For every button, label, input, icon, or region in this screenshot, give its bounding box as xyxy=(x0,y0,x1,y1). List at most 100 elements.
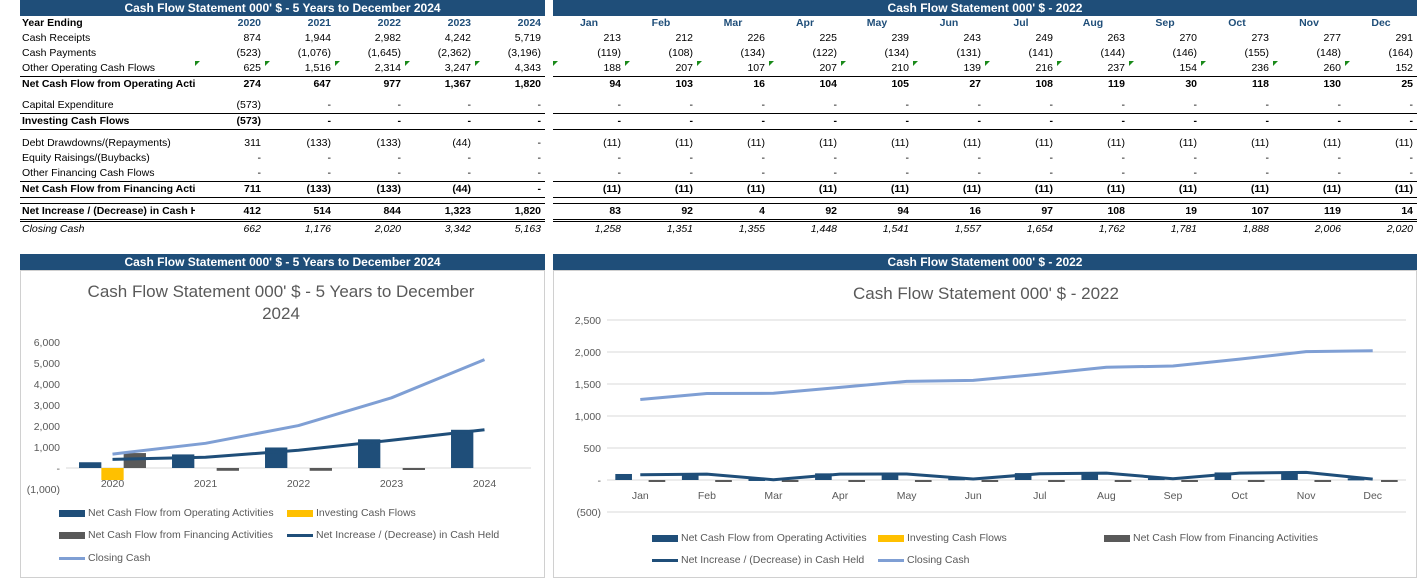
table-cell: 311 xyxy=(244,136,261,149)
monthly-cash-flow-table: Jan Feb Mar Apr May Jun Jul Aug Sep Oct Nov Dec 213 2… xyxy=(553,16,1417,237)
cell-note-marker xyxy=(553,61,558,66)
bar xyxy=(1181,480,1198,482)
bar xyxy=(748,478,766,481)
table-cell: (44) xyxy=(405,181,475,198)
table-cell: 412 xyxy=(195,202,265,222)
legend-label: Net Cash Flow from Financing Activities xyxy=(1133,532,1318,544)
table-cell: - xyxy=(1193,151,1198,164)
table-row: Other Financing Cash Flows - - - - - xyxy=(20,165,545,182)
bar xyxy=(948,478,965,481)
table-cell: 236 xyxy=(1201,61,1273,77)
table-row: 94 103 16 104 105 27 108 119 30 118 130 25 xyxy=(553,76,1417,92)
row-label: Net Increase / (Decrease) in Cash Held xyxy=(20,202,195,222)
table-cell: 4 xyxy=(697,202,769,222)
bar xyxy=(648,480,666,482)
legend-item-net-increase: Net Increase / (Decrease) in Cash Held xyxy=(652,554,864,566)
series-line xyxy=(640,349,1373,401)
legend-label: Investing Cash Flows xyxy=(316,507,416,519)
table-cell: - xyxy=(467,151,472,164)
table-cell: - xyxy=(977,151,982,164)
column-header-year: 2024 xyxy=(517,17,541,29)
x-tick-label: Apr xyxy=(832,490,849,502)
table-cell: 874 xyxy=(243,32,261,44)
cell-note-marker xyxy=(1273,61,1278,66)
table-cell: - xyxy=(1345,98,1417,114)
table-cell: - xyxy=(697,165,769,182)
bar xyxy=(1147,478,1165,481)
table-cell: 2,006 xyxy=(1314,222,1341,235)
table-cell: - xyxy=(689,151,694,164)
table-cell: 1,557 xyxy=(954,222,981,235)
monthly-table-header: Cash Flow Statement 000' $ - 2022 xyxy=(553,0,1417,16)
table-cell: (11) xyxy=(675,136,693,149)
table-cell: 243 xyxy=(963,32,981,44)
table-cell: - xyxy=(1273,98,1345,114)
column-header-month: Dec xyxy=(1371,17,1391,29)
column-header-month: Oct xyxy=(1228,17,1246,29)
table-cell: 27 xyxy=(913,76,985,92)
table-cell: - xyxy=(1129,165,1201,182)
table-cell: 92 xyxy=(769,202,841,222)
table-cell: - xyxy=(537,151,542,164)
table-cell: 225 xyxy=(819,32,837,44)
y-tick-label: 4,000 xyxy=(34,379,60,391)
legend-item-financing: Net Cash Flow from Financing Activities xyxy=(59,529,273,541)
table-cell: - xyxy=(265,113,335,130)
table-cell: (134) xyxy=(740,47,765,59)
table-cell: - xyxy=(841,98,913,114)
table-cell: 19 xyxy=(1129,202,1201,222)
table-cell: 107 xyxy=(697,61,769,77)
table-cell: (146) xyxy=(1172,47,1197,59)
table-cell: - xyxy=(405,98,475,114)
legend-item-operating: Net Cash Flow from Operating Activities xyxy=(59,507,274,519)
table-cell: 291 xyxy=(1395,32,1413,44)
table-row: Net Cash Flow from Financing Activities7… xyxy=(20,181,545,198)
table-cell: (11) xyxy=(891,136,909,149)
table-cell: (133) xyxy=(306,136,331,149)
table-cell: 107 xyxy=(1201,202,1273,222)
bar xyxy=(216,468,239,471)
table-cell: 2,020 xyxy=(1386,222,1413,235)
cell-note-marker xyxy=(913,61,918,66)
table-cell: 25 xyxy=(1345,76,1417,92)
table-cell: 1,351 xyxy=(666,222,693,235)
table-cell: 103 xyxy=(625,76,697,92)
table-cell: (133) xyxy=(265,181,335,198)
table-cell: 5,719 xyxy=(514,32,541,44)
table-cell: 216 xyxy=(985,61,1057,77)
column-header-month: Sep xyxy=(1155,17,1175,29)
row-label: Other Financing Cash Flows xyxy=(20,165,195,182)
table-cell: 94 xyxy=(553,76,625,92)
x-tick-label: Aug xyxy=(1097,490,1116,502)
legend-label: Closing Cash xyxy=(88,552,151,564)
table-cell: 1,888 xyxy=(1242,222,1269,235)
table-cell: - xyxy=(697,98,769,114)
table-cell: - xyxy=(1057,113,1129,130)
table-cell: 977 xyxy=(335,76,405,92)
table-cell: (11) xyxy=(1273,181,1345,198)
legend-swatch-net-increase xyxy=(287,533,313,537)
column-header-month: Mar xyxy=(723,17,743,29)
bar xyxy=(1114,480,1132,482)
x-tick-label: Dec xyxy=(1363,490,1382,502)
table-row: 1,258 1,351 1,355 1,448 1,541 1,557 1,654 1,762… xyxy=(553,220,1417,237)
bar xyxy=(781,480,799,482)
table-cell: (11) xyxy=(1395,136,1413,149)
table-cell: - xyxy=(1273,165,1345,182)
table-cell: 1,654 xyxy=(1026,222,1053,235)
bar xyxy=(1247,480,1265,482)
table-cell: - xyxy=(327,151,332,164)
table-cell: 844 xyxy=(335,202,405,222)
table-cell: 94 xyxy=(841,202,913,222)
y-tick-label: 1,000 xyxy=(575,411,601,423)
table-cell: 1,944 xyxy=(304,32,331,44)
table-cell: (164) xyxy=(1388,47,1413,59)
table-cell: 1,323 xyxy=(405,202,475,222)
legend-item-investing: Investing Cash Flows xyxy=(287,507,416,519)
table-cell: 249 xyxy=(1035,32,1053,44)
row-label: Cash Receipts xyxy=(22,32,91,44)
column-header-month: Aug xyxy=(1082,17,1104,29)
bar xyxy=(1281,471,1298,480)
table-cell: 210 xyxy=(841,61,913,77)
table-cell: 2,314 xyxy=(335,61,405,77)
